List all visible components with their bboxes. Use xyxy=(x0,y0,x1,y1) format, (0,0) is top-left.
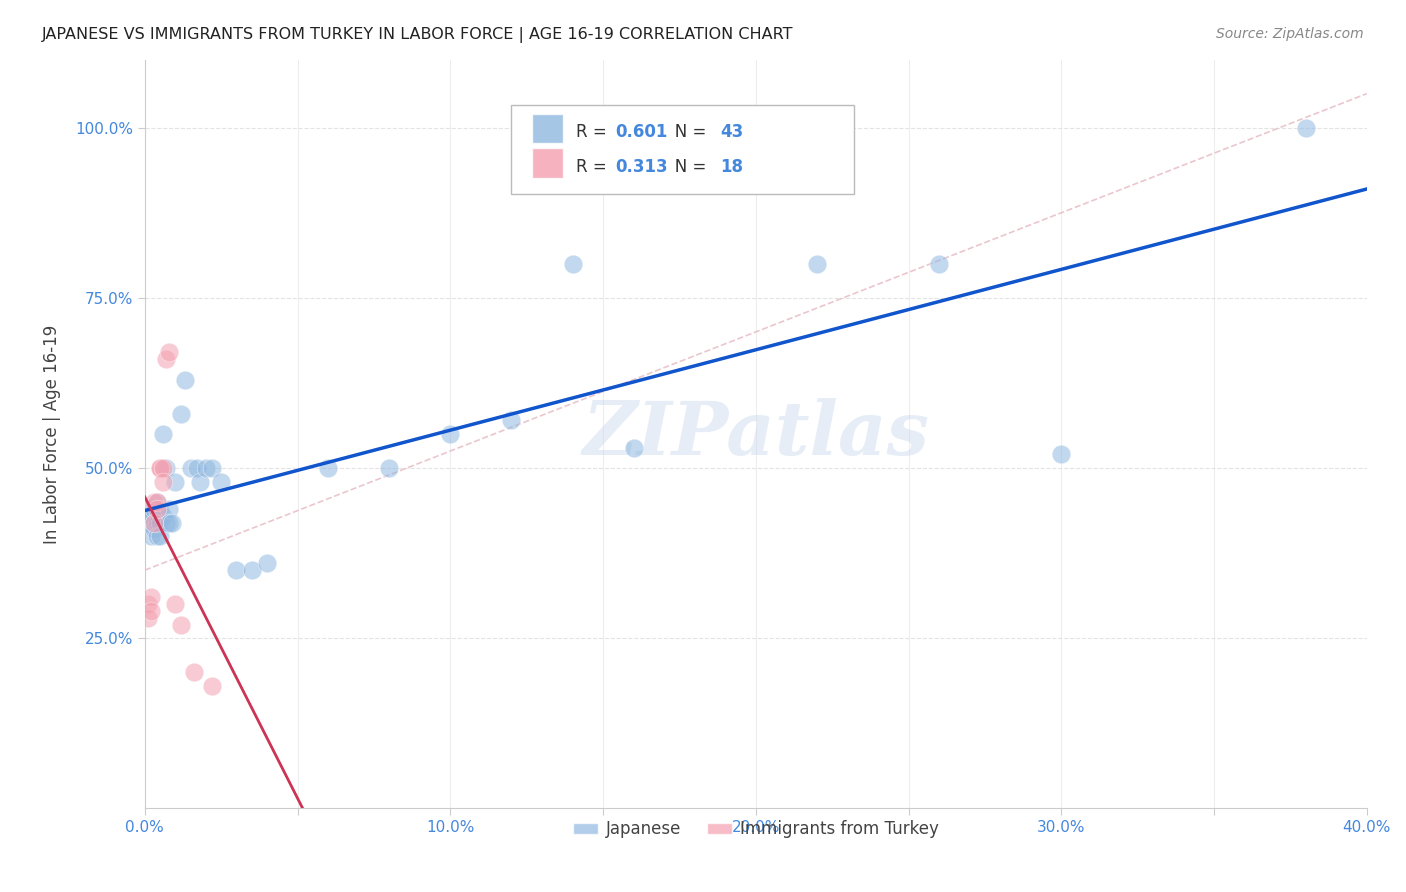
Text: 43: 43 xyxy=(720,123,744,141)
Point xyxy=(561,257,583,271)
Text: R =: R = xyxy=(576,123,612,141)
Point xyxy=(146,495,169,509)
Point xyxy=(143,522,166,536)
Point xyxy=(186,461,208,475)
Point xyxy=(149,502,172,516)
Text: 0.601: 0.601 xyxy=(616,123,668,141)
Point xyxy=(139,529,162,543)
Point xyxy=(146,502,169,516)
Point xyxy=(170,617,193,632)
Point xyxy=(623,441,645,455)
Text: N =: N = xyxy=(659,158,711,176)
Text: N =: N = xyxy=(659,123,711,141)
Point xyxy=(806,257,828,271)
Point xyxy=(157,502,180,516)
Point xyxy=(201,679,224,693)
Point xyxy=(209,475,232,489)
Point xyxy=(146,516,169,530)
Point xyxy=(201,461,224,475)
FancyBboxPatch shape xyxy=(533,148,562,178)
Text: JAPANESE VS IMMIGRANTS FROM TURKEY IN LABOR FORCE | AGE 16-19 CORRELATION CHART: JAPANESE VS IMMIGRANTS FROM TURKEY IN LA… xyxy=(42,27,793,43)
Point xyxy=(143,516,166,530)
Point xyxy=(173,373,195,387)
Point xyxy=(139,508,162,523)
Point xyxy=(165,597,187,611)
Point xyxy=(188,475,211,489)
Point xyxy=(256,557,278,571)
Point xyxy=(155,461,177,475)
Point xyxy=(501,413,523,427)
Point xyxy=(439,427,461,442)
Point xyxy=(139,508,162,523)
Point xyxy=(155,516,177,530)
FancyBboxPatch shape xyxy=(512,104,853,194)
Point xyxy=(170,407,193,421)
Point xyxy=(139,604,162,618)
Point xyxy=(194,461,217,475)
Text: R =: R = xyxy=(576,158,612,176)
Text: Source: ZipAtlas.com: Source: ZipAtlas.com xyxy=(1216,27,1364,41)
Point xyxy=(928,257,950,271)
Point xyxy=(149,461,172,475)
Point xyxy=(165,475,187,489)
Point xyxy=(152,508,174,523)
Point xyxy=(378,461,401,475)
Point xyxy=(240,563,263,577)
Point xyxy=(152,475,174,489)
Point xyxy=(1050,447,1073,461)
Point xyxy=(146,495,169,509)
Point xyxy=(136,516,159,530)
Point xyxy=(225,563,247,577)
Y-axis label: In Labor Force | Age 16-19: In Labor Force | Age 16-19 xyxy=(44,325,60,543)
Point xyxy=(157,345,180,359)
Point xyxy=(149,516,172,530)
Point xyxy=(162,516,184,530)
Legend: Japanese, Immigrants from Turkey: Japanese, Immigrants from Turkey xyxy=(567,814,945,845)
Point xyxy=(139,591,162,605)
Point xyxy=(152,461,174,475)
Text: 18: 18 xyxy=(720,158,744,176)
Point xyxy=(143,495,166,509)
Point xyxy=(143,502,166,516)
Text: 0.313: 0.313 xyxy=(616,158,668,176)
Point xyxy=(136,611,159,625)
Point xyxy=(136,597,159,611)
Point xyxy=(149,461,172,475)
Point xyxy=(316,461,339,475)
Point xyxy=(157,516,180,530)
Point xyxy=(149,529,172,543)
Text: ZIPatlas: ZIPatlas xyxy=(582,398,929,470)
Point xyxy=(146,529,169,543)
Point xyxy=(136,502,159,516)
Point xyxy=(155,352,177,367)
Point xyxy=(183,665,205,680)
Point xyxy=(180,461,202,475)
Point xyxy=(143,516,166,530)
Point xyxy=(152,427,174,442)
FancyBboxPatch shape xyxy=(533,113,562,144)
Point xyxy=(1295,120,1317,135)
